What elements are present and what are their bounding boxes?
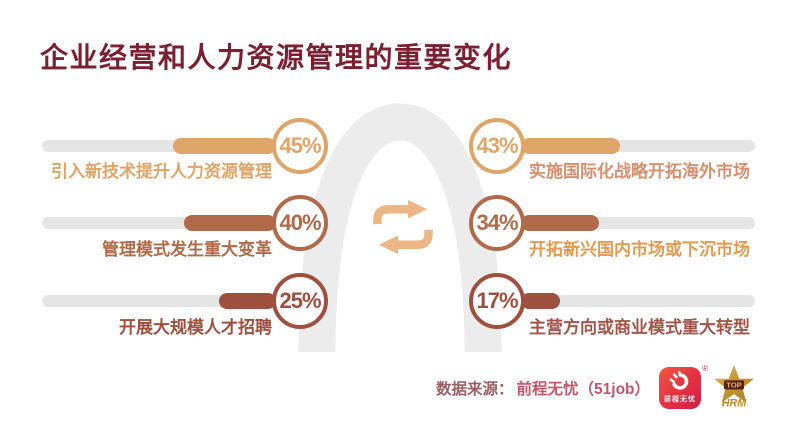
percent-badge-right-1: 43%: [469, 118, 525, 174]
bar-label-right-2: 开拓新兴国内市场或下沉市场: [529, 240, 750, 259]
percent-badge-left-2: 40%: [272, 195, 328, 251]
bar-track-right-2: [521, 215, 755, 231]
percent-value: 17%: [476, 288, 518, 313]
bar-fill: [521, 215, 600, 231]
bar-track-left-3: [42, 293, 276, 309]
bar-label-left-2: 管理模式发生重大变革: [102, 240, 272, 259]
bar-track-left-1: [42, 138, 276, 154]
percent-value: 43%: [476, 133, 518, 158]
51job-hand-icon: [669, 370, 689, 390]
bar-label-right-1: 实施国际化战略开拓海外市场: [529, 162, 750, 181]
percent-value: 25%: [279, 288, 321, 313]
source-label: 数据来源：: [436, 381, 514, 398]
bar-track: [42, 295, 272, 307]
percent-value: 45%: [279, 133, 321, 158]
bar-fill: [521, 138, 620, 154]
bar-fill: [218, 293, 276, 309]
percent-value: 40%: [279, 210, 321, 235]
swap-arrows-icon: [373, 200, 433, 254]
bar-track-right-1: [521, 138, 755, 154]
bar-fill: [521, 293, 561, 309]
percent-value: 34%: [476, 210, 518, 235]
registered-mark-icon: ®: [702, 364, 708, 373]
percent-badge-right-3: 17%: [469, 273, 525, 329]
page-title: 企业经营和人力资源管理的重要变化: [40, 42, 513, 73]
bar-label-left-1: 引入新技术提升人力资源管理: [51, 162, 272, 181]
arrow-right-head: [407, 200, 428, 219]
tophrm-top-text: TOP: [726, 381, 742, 390]
bar-label-left-3: 开展大规模人才招聘: [119, 318, 272, 337]
bar-fill: [172, 138, 276, 154]
tophrm-star-icon: TOP HRM: [714, 365, 754, 409]
bar-track-left-2: [42, 215, 276, 231]
51job-logo: ® 前程无忧: [659, 364, 708, 409]
bar-track-right-3: [521, 293, 755, 309]
bar-track: [525, 295, 755, 307]
source-bar: 数据来源： 前程无忧（51job） ® 前程无忧: [436, 364, 758, 412]
51job-logo-text: 前程无忧: [664, 396, 696, 403]
source-value: 前程无忧（51job）: [516, 381, 650, 398]
percent-badge-left-1: 45%: [272, 118, 328, 174]
tophrm-logo: TOP HRM: [710, 365, 758, 411]
arrow-left-shaft: [395, 229, 433, 250]
arrow-left-head: [378, 235, 399, 254]
bar-fill: [184, 215, 276, 231]
percent-badge-right-2: 34%: [469, 195, 525, 251]
bar-label-right-3: 主营方向或商业模式重大转型: [529, 318, 750, 337]
percent-badge-left-3: 25%: [272, 273, 328, 329]
arrow-right-shaft: [373, 204, 411, 225]
tophrm-hrm-text: HRM: [722, 397, 747, 409]
